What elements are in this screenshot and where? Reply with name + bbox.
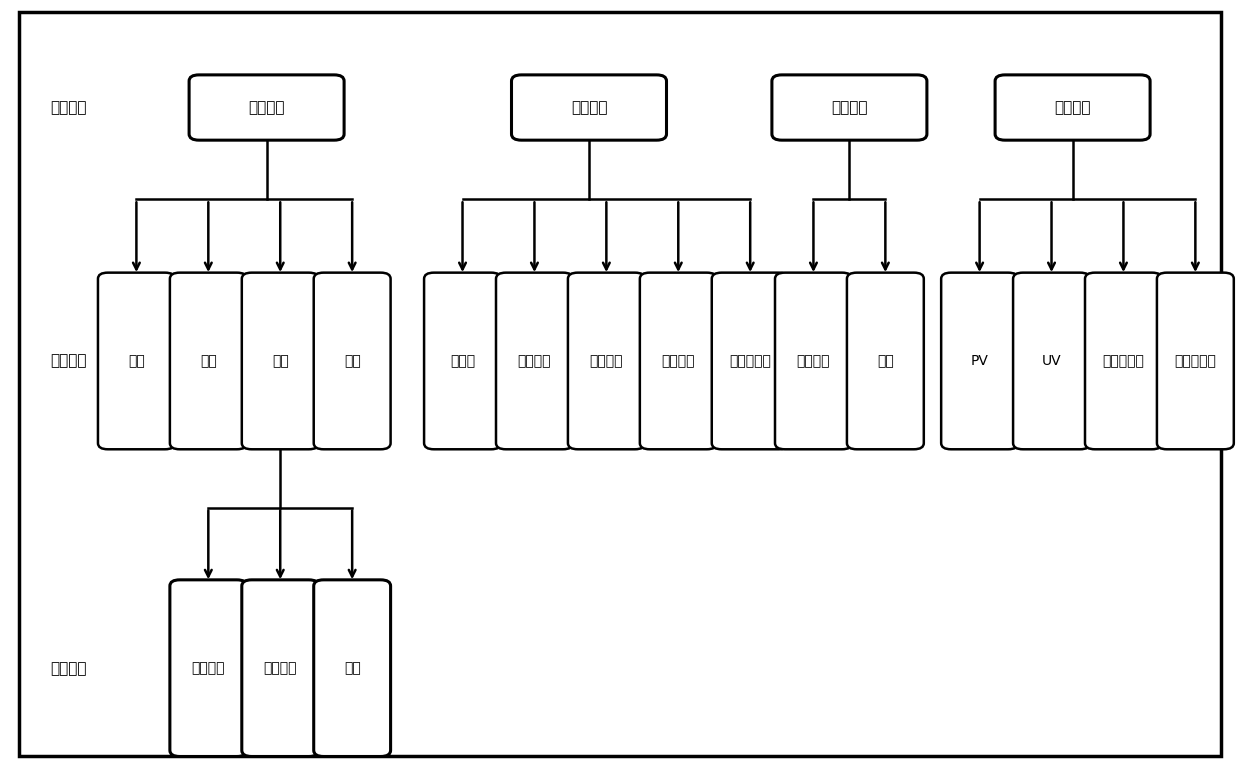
- FancyBboxPatch shape: [712, 273, 789, 449]
- FancyBboxPatch shape: [314, 273, 391, 449]
- FancyBboxPatch shape: [1085, 273, 1162, 449]
- FancyBboxPatch shape: [19, 12, 1221, 756]
- Text: 城市: 城市: [343, 661, 361, 675]
- Text: 存款: 存款: [877, 354, 894, 368]
- Text: 二级标签: 二级标签: [50, 353, 87, 369]
- FancyBboxPatch shape: [994, 75, 1149, 140]
- FancyBboxPatch shape: [424, 273, 501, 449]
- Text: 交易转化率: 交易转化率: [1174, 354, 1216, 368]
- Text: 性别: 性别: [128, 354, 145, 368]
- Text: PV: PV: [971, 354, 988, 368]
- Text: 优惠券次数: 优惠券次数: [729, 354, 771, 368]
- FancyBboxPatch shape: [170, 273, 247, 449]
- FancyBboxPatch shape: [775, 273, 852, 449]
- FancyBboxPatch shape: [1013, 273, 1090, 449]
- FancyBboxPatch shape: [941, 273, 1018, 449]
- Text: 三级标签: 三级标签: [50, 660, 87, 676]
- Text: 均访问时长: 均访问时长: [1102, 354, 1145, 368]
- Text: 行业: 行业: [272, 354, 289, 368]
- FancyBboxPatch shape: [1157, 273, 1234, 449]
- Text: 用户属性: 用户属性: [248, 100, 285, 115]
- FancyBboxPatch shape: [771, 75, 928, 140]
- FancyBboxPatch shape: [568, 273, 645, 449]
- Text: 地区: 地区: [343, 354, 361, 368]
- Text: 交易笔数: 交易笔数: [517, 354, 552, 368]
- Text: UV: UV: [1042, 354, 1061, 368]
- Text: 年龄: 年龄: [200, 354, 217, 368]
- FancyBboxPatch shape: [314, 580, 391, 756]
- Text: 商户行业: 商户行业: [191, 661, 226, 675]
- FancyBboxPatch shape: [170, 580, 247, 756]
- FancyBboxPatch shape: [496, 273, 573, 449]
- Text: 流量属性: 流量属性: [1054, 100, 1091, 115]
- Text: 用券次数: 用券次数: [661, 354, 696, 368]
- Text: 用户行业: 用户行业: [263, 661, 298, 675]
- Text: 财富属性: 财富属性: [831, 100, 868, 115]
- Text: 一级标签: 一级标签: [50, 100, 87, 115]
- FancyBboxPatch shape: [242, 580, 319, 756]
- Text: 交易量: 交易量: [450, 354, 475, 368]
- FancyBboxPatch shape: [188, 75, 343, 140]
- Text: 金融资产: 金融资产: [796, 354, 831, 368]
- Text: 交易频次: 交易频次: [589, 354, 624, 368]
- Text: 消费属性: 消费属性: [570, 100, 608, 115]
- FancyBboxPatch shape: [511, 75, 667, 140]
- FancyBboxPatch shape: [847, 273, 924, 449]
- FancyBboxPatch shape: [98, 273, 175, 449]
- FancyBboxPatch shape: [640, 273, 717, 449]
- FancyBboxPatch shape: [242, 273, 319, 449]
